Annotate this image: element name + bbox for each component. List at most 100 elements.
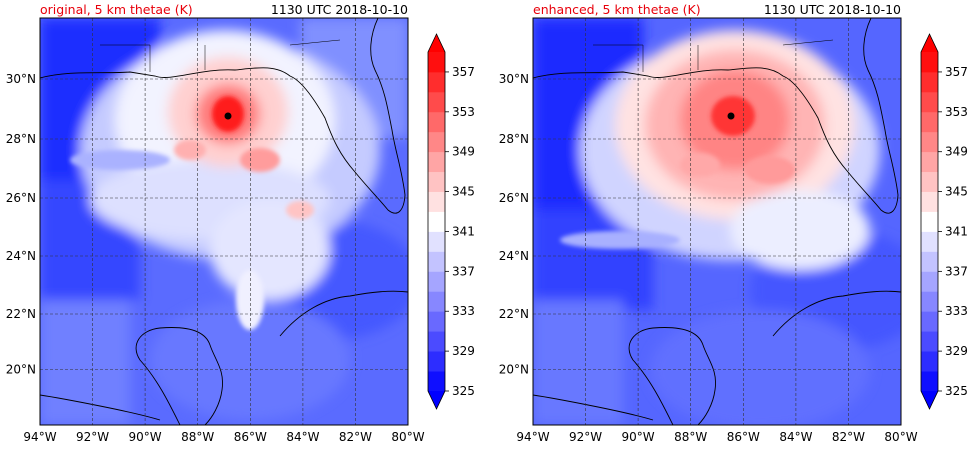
colorbar-tick-label: 329 [452, 344, 475, 358]
colorbar-segment [428, 371, 445, 392]
colorbar-segment [921, 311, 938, 332]
x-axis-ticks: 94°W 92°W 90°W 88°W 86°W 84°W 82°W 80°W [23, 430, 424, 444]
colorbar-tick-label: 333 [945, 304, 968, 318]
svg-text:84°W: 84°W [286, 430, 319, 444]
colorbar-tick-label: 345 [452, 185, 475, 199]
colorbar-tick-label: 353 [945, 105, 968, 119]
colorbar-segment [921, 151, 938, 173]
colorbar-segment [921, 271, 938, 292]
colorbar-segment [428, 191, 445, 212]
colorbar-segment [921, 251, 938, 272]
svg-text:24°N: 24°N [499, 249, 529, 263]
panel-title-left: original, 5 km thetae (K) [40, 2, 193, 17]
panel-timestamp: 1130 UTC 2018-10-10 [764, 2, 901, 17]
storm-center-marker [727, 112, 735, 120]
y-axis-ticks: 20°N 22°N 24°N 26°N 28°N 30°N [499, 72, 529, 377]
colorbar-segment [428, 111, 445, 133]
colorbar-segment [428, 351, 445, 372]
colorbar-segment [921, 91, 938, 113]
colorbar-segment [921, 231, 938, 252]
svg-text:88°W: 88°W [674, 430, 707, 444]
svg-text:82°W: 82°W [832, 430, 865, 444]
colorbar-segment [428, 131, 445, 153]
panel-timestamp: 1130 UTC 2018-10-10 [271, 2, 408, 17]
colorbar-segment [921, 291, 938, 312]
colorbar-tick-label: 357 [945, 65, 968, 79]
colorbar-segment [428, 71, 445, 93]
panel-enhanced: enhanced, 5 km thetae (K) 1130 UTC 2018-… [499, 2, 968, 444]
colorbar-tick-label: 357 [452, 65, 475, 79]
colorbar-tick-label: 349 [452, 145, 475, 159]
coastlines-original [40, 18, 408, 425]
colorbar-tick-label: 325 [945, 384, 968, 398]
map-frame [532, 17, 902, 426]
panel-original: original, 5 km thetae (K) 1130 UTC 2018-… [6, 2, 475, 444]
thetae-field-original [40, 18, 408, 425]
colorbar-tick-label: 333 [452, 304, 475, 318]
svg-text:20°N: 20°N [499, 363, 529, 377]
colorbar-segment [428, 311, 445, 332]
colorbar-tick-label: 337 [945, 264, 968, 278]
svg-text:22°N: 22°N [499, 307, 529, 321]
svg-text:82°W: 82°W [339, 430, 372, 444]
svg-text:20°N: 20°N [6, 363, 36, 377]
storm-center-marker [224, 112, 232, 120]
colorbar-segment [428, 231, 445, 252]
thetae-field-enhanced [533, 18, 901, 425]
map-frame [39, 17, 409, 426]
colorbar-segment [428, 211, 445, 232]
colorbar-segment [428, 291, 445, 312]
colorbar-segment [921, 131, 938, 153]
colorbar-tick-label: 341 [452, 224, 475, 238]
colorbar-tick-label: 337 [452, 264, 475, 278]
svg-text:80°W: 80°W [391, 430, 424, 444]
colorbar-segment [428, 151, 445, 173]
svg-text:30°N: 30°N [499, 72, 529, 86]
graticule-enhanced [533, 18, 901, 425]
y-axis-ticks: 20°N 22°N 24°N 26°N 28°N 30°N [6, 72, 36, 377]
colorbar-segment [921, 371, 938, 392]
svg-text:28°N: 28°N [6, 132, 36, 146]
colorbar-segment [921, 111, 938, 133]
colorbar-extend-min [428, 391, 445, 409]
colorbar-segment [921, 171, 938, 192]
svg-text:24°N: 24°N [6, 249, 36, 263]
colorbar-segment [428, 52, 445, 73]
colorbar-enhanced: 325 329 333 337 341 345 349 353 357 [920, 33, 968, 410]
svg-text:84°W: 84°W [779, 430, 812, 444]
panel-title-left: enhanced, 5 km thetae (K) [533, 2, 701, 17]
svg-text:22°N: 22°N [6, 307, 36, 321]
colorbar-segment [921, 191, 938, 212]
x-axis-ticks: 94°W 92°W 90°W 88°W 86°W 84°W 82°W 80°W [516, 430, 917, 444]
colorbar-segment [428, 251, 445, 272]
svg-text:94°W: 94°W [516, 430, 549, 444]
colorbar-segment [921, 211, 938, 232]
colorbar-tick-label: 329 [945, 344, 968, 358]
colorbar-tick-label: 325 [452, 384, 475, 398]
colorbar-extend-max [921, 34, 938, 52]
svg-text:94°W: 94°W [23, 430, 56, 444]
colorbar-original: 325 329 333 337 341 345 349 353 357 [427, 33, 475, 410]
colorbar-tick-label: 345 [945, 185, 968, 199]
svg-text:80°W: 80°W [884, 430, 917, 444]
svg-text:92°W: 92°W [569, 430, 602, 444]
svg-text:86°W: 86°W [727, 430, 760, 444]
colorbar-tick-label: 353 [452, 105, 475, 119]
colorbar-segment [921, 331, 938, 352]
colorbar-segment [921, 351, 938, 372]
colorbar-segment [921, 71, 938, 93]
colorbar-segment [428, 91, 445, 113]
colorbar-segment [428, 271, 445, 292]
svg-text:90°W: 90°W [622, 430, 655, 444]
svg-text:90°W: 90°W [129, 430, 162, 444]
svg-text:92°W: 92°W [76, 430, 109, 444]
coastlines-enhanced [533, 18, 901, 425]
colorbar-segment [428, 171, 445, 192]
colorbar-extend-max [428, 34, 445, 52]
svg-text:88°W: 88°W [181, 430, 214, 444]
colorbar-segment [921, 52, 938, 73]
colorbar-segment [428, 331, 445, 352]
svg-text:26°N: 26°N [499, 191, 529, 205]
graticule-original [40, 18, 408, 425]
